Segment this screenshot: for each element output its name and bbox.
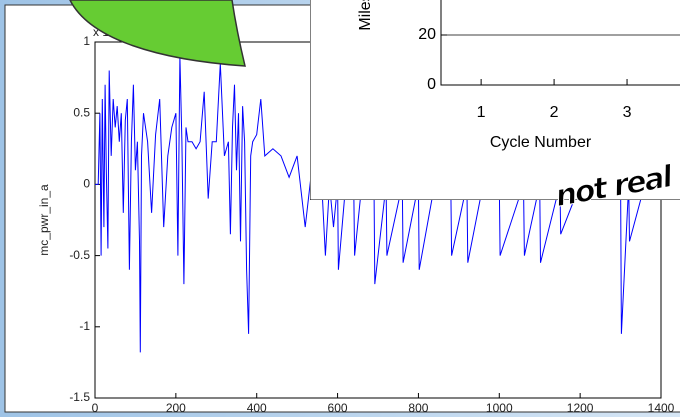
x-tick-label: 600	[328, 401, 348, 415]
y-tick-label: 0.5	[73, 105, 90, 119]
green-callout	[69, 0, 246, 67]
x-axis-label: Cycle Number	[490, 134, 592, 151]
axes-box	[440, 0, 680, 86]
data-line	[95, 56, 661, 353]
y-tick-label: 0	[427, 76, 436, 93]
y-tick-label: 0	[83, 177, 90, 191]
x-tick-label: 1200	[567, 401, 594, 415]
x-tick-label: 1400	[648, 401, 675, 415]
x-tick-label: 200	[166, 401, 186, 415]
x-tick-label: 400	[247, 401, 267, 415]
y-tick-label: -1	[79, 319, 90, 333]
x-tick-label: 2	[550, 104, 559, 121]
y-tick-label: 1	[83, 34, 90, 48]
x-tick-label: 800	[408, 401, 428, 415]
y-tick-label: -0.5	[69, 248, 90, 262]
x-tick-label: 0	[92, 401, 99, 415]
y-axis-label: Miles	[357, 0, 374, 31]
x-tick-label: 1	[477, 104, 486, 121]
y-axis-label: mc_pwr_in_a	[37, 184, 51, 256]
y-tick-label: 20	[418, 26, 436, 43]
x-tick-label: 1000	[486, 401, 513, 415]
inset-chart: 0 20 1 2 3 Cycle Number Miles	[310, 0, 680, 200]
y-tick-label: -1.5	[69, 390, 90, 404]
x-tick-label: 3	[623, 104, 632, 121]
